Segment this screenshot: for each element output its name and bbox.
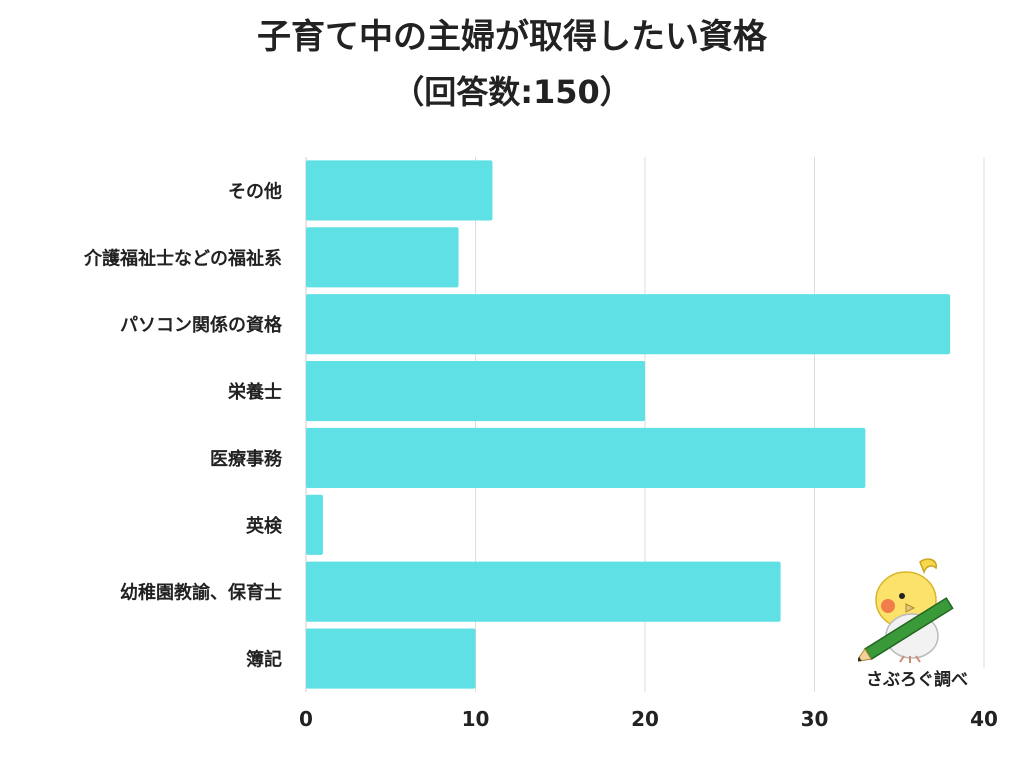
bird-mascot-icon: [858, 558, 954, 663]
bar: [306, 628, 476, 689]
category-label: 介護福祉士などの福祉系: [83, 247, 282, 269]
category-label: 幼稚園教諭、保育士: [120, 582, 282, 604]
bar: [306, 427, 866, 489]
chart-title: 子育て中の主婦が取得したい資格: [257, 17, 767, 57]
bar: [306, 561, 781, 622]
source-credit: さぶろぐ調べ: [842, 668, 992, 692]
x-tick-label: 10: [462, 707, 490, 731]
category-label: パソコン関係の資格: [120, 314, 283, 336]
bar: [306, 160, 493, 221]
chart-subtitle: （回答数:150）: [392, 73, 632, 111]
category-label: 簿記: [246, 649, 282, 671]
bar: [306, 227, 459, 288]
category-label: その他: [228, 180, 282, 202]
bar: [306, 294, 951, 355]
x-tick-label: 20: [631, 707, 659, 731]
category-label: 英検: [245, 515, 283, 537]
bar: [306, 360, 645, 422]
bar: [306, 494, 323, 555]
x-tick-label: 0: [299, 707, 313, 731]
x-tick-label: 30: [801, 707, 829, 731]
x-tick-label: 40: [970, 707, 998, 731]
category-label: 医療事務: [210, 448, 283, 470]
category-label: 栄養士: [227, 381, 282, 403]
